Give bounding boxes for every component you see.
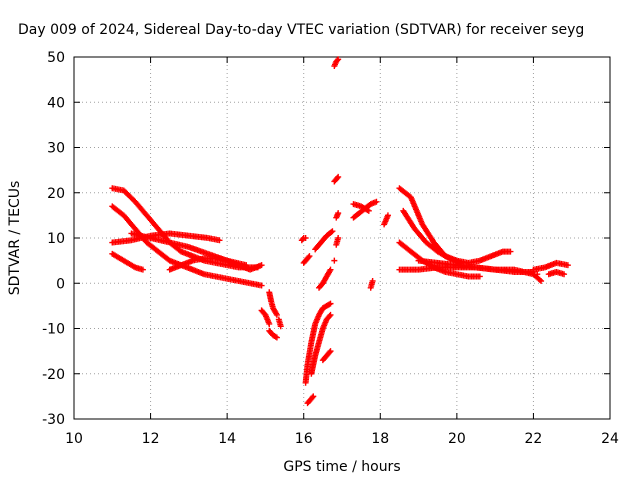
series-arc-20 xyxy=(331,173,342,185)
data-point xyxy=(305,254,312,261)
grid-lines xyxy=(74,57,610,419)
x-tick-label: 10 xyxy=(65,431,83,447)
data-point xyxy=(306,253,313,260)
x-tick-label: 14 xyxy=(218,431,236,447)
data-point xyxy=(369,277,376,284)
x-tick-label: 22 xyxy=(525,431,543,447)
series-arc-10 xyxy=(275,316,284,330)
data-point xyxy=(536,276,543,283)
data-point xyxy=(331,257,338,264)
data-point xyxy=(216,237,223,244)
series-arc-18 xyxy=(304,393,317,407)
data-point xyxy=(507,248,514,255)
data-point xyxy=(334,57,341,64)
y-tick-label: 20 xyxy=(47,186,65,202)
data-point xyxy=(561,271,568,278)
series-arc-34 xyxy=(545,268,568,278)
data-point xyxy=(139,266,146,273)
series-arc-16 xyxy=(308,311,334,377)
series-arc-22 xyxy=(333,235,342,248)
data-point xyxy=(534,271,541,278)
x-tick-label: 12 xyxy=(142,431,160,447)
plot-frame xyxy=(73,56,611,420)
data-point xyxy=(272,333,279,340)
data-point xyxy=(328,229,335,236)
y-axis-label: SDTVAR / TECUs xyxy=(7,181,23,296)
series-arc-11 xyxy=(298,235,309,244)
data-point xyxy=(327,266,334,273)
y-tick-label: -20 xyxy=(42,367,65,383)
series-arc-35 xyxy=(534,271,541,278)
y-tick-label: 50 xyxy=(47,50,65,66)
data-point xyxy=(335,56,342,63)
y-tick-label: -10 xyxy=(42,322,65,338)
data-points xyxy=(109,56,571,407)
series-arc-6 xyxy=(166,255,265,273)
data-point xyxy=(266,320,273,327)
y-tick-label: 0 xyxy=(56,276,65,292)
data-point xyxy=(326,313,333,320)
y-tick-labels: -30 -20 -10 0 10 20 30 40 50 xyxy=(42,50,65,428)
series-arc-26 xyxy=(367,277,376,291)
series-arc-32 xyxy=(415,257,537,275)
x-axis-label: GPS time / hours xyxy=(283,459,400,475)
x-tick-label: 24 xyxy=(601,431,619,447)
data-point xyxy=(327,311,334,318)
x-tick-label: 16 xyxy=(295,431,313,447)
series-arc-7 xyxy=(258,307,273,327)
y-tick-label: -30 xyxy=(42,412,65,428)
data-point xyxy=(258,262,265,269)
y-tick-label: 30 xyxy=(47,141,65,157)
x-tick-label: 18 xyxy=(371,431,389,447)
x-tick-label: 20 xyxy=(448,431,466,447)
series-arc-15 xyxy=(302,300,334,386)
data-point xyxy=(299,236,306,243)
series-arc-25 xyxy=(350,201,372,214)
y-tick-label: 10 xyxy=(47,231,65,247)
series-arc-17 xyxy=(319,348,334,364)
data-point xyxy=(309,394,316,401)
data-point xyxy=(364,207,371,214)
data-point xyxy=(273,334,280,341)
data-point xyxy=(538,277,545,284)
series-arc-33 xyxy=(530,259,571,273)
data-point xyxy=(277,323,284,330)
data-point xyxy=(335,235,342,241)
series-arc-21 xyxy=(333,210,342,221)
data-point xyxy=(273,311,280,318)
data-point xyxy=(476,273,483,280)
series-arc-27 xyxy=(381,212,391,228)
data-point xyxy=(310,393,317,400)
data-point xyxy=(327,300,334,307)
series-arc-12 xyxy=(300,253,313,266)
y-tick-label: 40 xyxy=(47,95,65,111)
data-point xyxy=(335,173,342,180)
series-arc-19 xyxy=(331,56,342,70)
data-point xyxy=(335,210,342,217)
series-arc-14 xyxy=(316,266,334,291)
chart-title: Day 009 of 2024, Sidereal Day-to-day VTE… xyxy=(18,22,584,38)
data-point xyxy=(302,235,309,241)
series-arc-8 xyxy=(266,289,280,318)
data-point xyxy=(326,301,333,308)
series-arc-30 xyxy=(396,239,483,280)
data-point xyxy=(564,262,571,269)
series-arc-9 xyxy=(266,327,280,341)
data-point xyxy=(326,349,333,356)
data-point xyxy=(327,348,334,355)
series-arc-23 xyxy=(331,257,338,264)
data-point xyxy=(373,198,380,205)
x-tick-labels: 10 12 14 16 18 20 22 24 xyxy=(65,431,619,447)
data-point xyxy=(334,175,341,182)
data-point xyxy=(258,282,265,289)
data-point xyxy=(329,228,336,235)
data-point xyxy=(384,212,391,219)
series-arc-29 xyxy=(400,207,464,266)
series-arc-4 xyxy=(109,250,146,273)
data-point xyxy=(365,207,372,214)
series-arc-13 xyxy=(312,228,336,253)
